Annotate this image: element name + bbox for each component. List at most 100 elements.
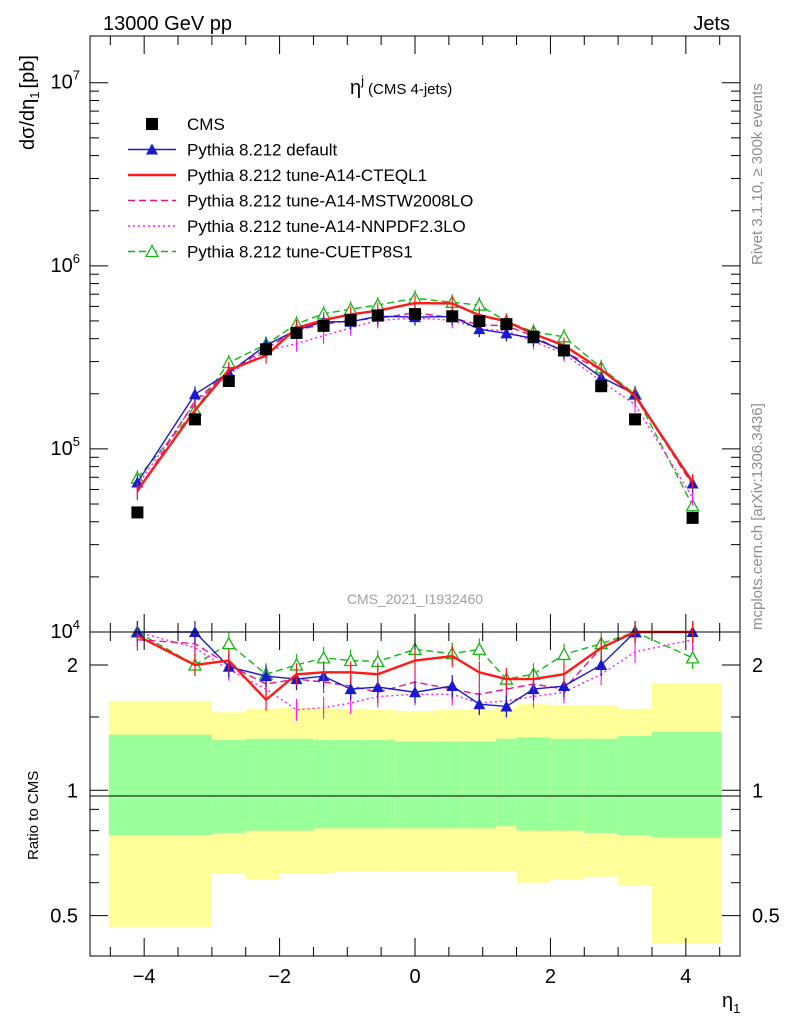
- plot-title: ηj (CMS 4-jets): [350, 73, 452, 99]
- plot-title-sup: j: [360, 73, 364, 88]
- cms-data-point: [131, 506, 144, 519]
- pythia-8-212-tune-cuetp8s1-main-line: [136, 297, 694, 507]
- ratio-panel: 0.5 0.5 1 1 2 2 −4 −2 0 2 4: [50, 621, 780, 988]
- ratio-band-inner-bin: [550, 738, 585, 831]
- main-y-axis-label: dσ/dη1[pb]: [17, 55, 42, 150]
- pythia-8-212-tune-cuetp8s1-ratio-point: [556, 647, 572, 661]
- pythia-8-212-default-main-point: [188, 388, 201, 400]
- main-y-tick-label: 105: [51, 434, 80, 460]
- pythia-8-212-tune-cuetp8s1-ratio-point: [685, 650, 700, 664]
- ratio-band-inner-bin: [496, 738, 517, 827]
- ratio-band-inner-bin: [245, 738, 280, 831]
- legend-label: Pythia 8.212 default: [187, 141, 338, 160]
- analysis-id-label: CMS_2021_I1932460: [347, 591, 483, 607]
- legend-label: Pythia 8.212 tune-CUETP8S1: [187, 243, 413, 262]
- legend-label: Pythia 8.212 tune-A14-NNPDF2.3LO: [187, 217, 466, 236]
- x-tick-label: −2: [268, 966, 291, 988]
- ratio-band-inner-bin: [618, 736, 652, 836]
- cms-data-point: [446, 310, 459, 323]
- ratio-band-inner-bin: [313, 740, 334, 829]
- cms-data-point: [188, 413, 201, 426]
- main-x-ticks: [109, 36, 721, 632]
- legend: CMS Pythia 8.212 default Pythia 8.212 tune…: [128, 115, 473, 262]
- pythia-8-212-default-ratio-point: [500, 700, 513, 712]
- ratio-y-tick-label-left: 1: [67, 780, 78, 802]
- cms-data-point: [317, 319, 330, 332]
- ratio-x-ticks: −4 −2 0 2 4: [109, 632, 721, 988]
- ratio-band-inner-bin: [651, 732, 722, 838]
- legend-entry-pythia-8-212-default: Pythia 8.212 default: [128, 141, 338, 160]
- legend-marker: [144, 244, 160, 258]
- legend-entry-pythia-8-212-tune-a14-cteql1: Pythia 8.212 tune-A14-CTEQL1: [128, 166, 427, 185]
- pythia-8-212-tune-cuetp8s1-ratio-point: [472, 642, 487, 656]
- main-y-ticks: 104 105 106 107: [51, 68, 740, 643]
- legend-entry-pythia-8-212-tune-cuetp8s1: Pythia 8.212 tune-CUETP8S1: [128, 243, 413, 262]
- ratio-y-tick-label-right: 0.5: [752, 906, 780, 928]
- pythia-8-212-tune-a14-nnpdf2-3lo-main-line: [136, 317, 694, 499]
- ratio-y-tick-label-left: 0.5: [50, 906, 78, 928]
- cms-data-point: [473, 314, 486, 327]
- legend-entry-pythia-8-212-tune-a14-mstw2008lo: Pythia 8.212 tune-A14-MSTW2008LO: [128, 192, 473, 211]
- ratio-band-inner-bin: [279, 738, 314, 831]
- ratio-y-axis-label: Ratio to CMS: [25, 771, 42, 860]
- pythia-8-212-default-ratio-point: [557, 680, 570, 692]
- ratio-y-tick-label-left: 2: [67, 655, 78, 677]
- legend-label: CMS: [187, 115, 225, 134]
- x-tick-label: 2: [545, 966, 556, 988]
- cms-data-point: [260, 343, 273, 356]
- pythia-8-212-tune-a14-cteql1-main-line: [136, 301, 694, 492]
- ratio-y-tick-label-right: 2: [752, 655, 763, 677]
- main-y-tick-label: 104: [51, 617, 80, 643]
- cms-data-point: [222, 374, 235, 387]
- pythia-8-212-default-ratio-point: [473, 698, 486, 710]
- pythia-8-212-default-main-point: [500, 327, 513, 339]
- legend-label: Pythia 8.212 tune-A14-MSTW2008LO: [187, 192, 473, 211]
- x-tick-label: 4: [680, 966, 691, 988]
- x-tick-label: −4: [133, 966, 156, 988]
- cms-data-point: [344, 314, 357, 327]
- pythia-8-212-tune-cuetp8s1-ratio-line: [137, 631, 693, 680]
- pythia-8-212-default-main-line: [136, 315, 694, 484]
- cms-data-point: [500, 318, 513, 331]
- pythia-8-212-default-ratio-point: [260, 670, 273, 682]
- process-label: Jets: [693, 13, 730, 35]
- mcplots-label: mcplots.cern.ch [arXiv:1306.3436]: [749, 403, 766, 630]
- ratio-y-ticks: 0.5 0.5 1 1 2 2: [50, 655, 780, 928]
- ratio-band-inner-bin: [178, 734, 212, 836]
- ratio-y-tick-label-right: 1: [752, 780, 763, 802]
- pythia-8-212-tune-cuetp8s1-ratio-point: [221, 636, 236, 650]
- ratio-band-inner-bin: [367, 740, 395, 829]
- pythia-8-212-default-ratio-point: [595, 658, 608, 670]
- cms-data-point: [557, 344, 570, 357]
- x-axis-label: η1: [722, 990, 740, 1016]
- ratio-band-inner-bin: [394, 741, 436, 829]
- legend-entry-cms: CMS: [146, 115, 225, 134]
- cms-data-point: [595, 380, 608, 393]
- plot-title-note: (CMS 4-jets): [368, 81, 452, 98]
- energy-label: 13000 GeV pp: [103, 13, 232, 35]
- cms-data-point: [290, 326, 303, 339]
- ratio-band-layer: [108, 683, 722, 943]
- cms-data-point: [527, 330, 540, 343]
- pythia-8-212-default-ratio-point: [409, 686, 421, 698]
- cms-data-point: [629, 413, 642, 426]
- ratio-band-inner-bin: [333, 740, 368, 829]
- rivet-version-label: Rivet 3.1.10, ≥ 300k events: [749, 83, 766, 265]
- pythia-8-212-tune-a14-mstw2008lo-main-line: [136, 311, 694, 493]
- plot-title-symbol: η: [350, 77, 361, 99]
- main-y-tick-label: 107: [51, 68, 80, 94]
- ratio-band-inner-bin: [516, 737, 551, 831]
- pythia-8-212-default-ratio-point: [371, 681, 384, 693]
- main-series-layer: [130, 290, 700, 524]
- ratio-band-inner-bin: [108, 734, 179, 836]
- legend-entry-pythia-8-212-tune-a14-nnpdf2-3lo: Pythia 8.212 tune-A14-NNPDF2.3LO: [128, 217, 466, 236]
- pythia-8-212-default-ratio-point: [344, 683, 357, 695]
- ratio-band-inner-bin: [462, 741, 497, 829]
- cms-data-point: [686, 511, 699, 524]
- legend-marker: [146, 143, 158, 155]
- cms-data-point: [371, 309, 384, 322]
- pythia-8-212-tune-cuetp8s1-ratio-point: [316, 650, 331, 664]
- ratio-band-inner-bin: [211, 740, 246, 833]
- ratio-band-inner-bin: [435, 741, 463, 829]
